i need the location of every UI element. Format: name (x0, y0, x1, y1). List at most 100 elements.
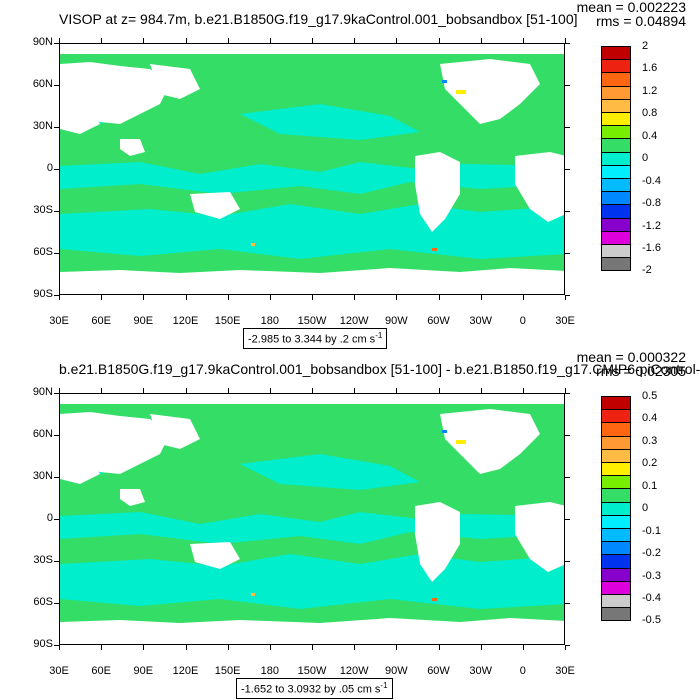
lon-tick-bottom (269, 295, 271, 300)
lon-tick-bottom (354, 295, 356, 300)
lat-tick-right (565, 127, 570, 128)
north-pacific-band (240, 104, 420, 140)
lon-tick-label: 90E (133, 665, 154, 677)
lon-tick-top (269, 388, 271, 393)
lat-tick-left (54, 85, 59, 86)
lon-tick-bottom (396, 295, 398, 300)
colorbar-cell (601, 138, 631, 153)
lat-tick-left (54, 603, 59, 604)
contour-info-box: -1.652 to 3.0932 by .05 cm s-1 (236, 678, 393, 699)
colorbar-label: 0 (642, 152, 649, 165)
top-panel: VISOP at z= 984.7m, b.e21.B1850G.f19_g17… (33, 0, 686, 349)
lat-tick-right (565, 295, 570, 296)
lon-tick-top (101, 388, 103, 393)
lon-tick-label: 60W (427, 315, 450, 327)
colorbar-cell (601, 217, 631, 232)
colorbar-cell (601, 244, 631, 259)
lon-tick-label: 30E (555, 315, 575, 327)
lon-tick-label: 90W (385, 665, 408, 677)
map-plot (59, 393, 565, 645)
southern-band (60, 554, 564, 609)
lon-tick-label: 60E (91, 665, 111, 677)
north-america-land (440, 409, 540, 474)
lon-tick-label: 90E (133, 315, 154, 327)
lon-tick-label: 180 (260, 665, 279, 677)
panel-title: VISOP at z= 984.7m, b.e21.B1850G.f19_g17… (59, 11, 578, 27)
lon-tick-label: 150W (297, 315, 327, 327)
lat-tick-right (565, 43, 570, 44)
africa-land (515, 502, 564, 572)
lat-tick-left (54, 645, 59, 646)
lon-tick-label: 0 (519, 315, 526, 327)
colorbar-label: -0.4 (642, 174, 661, 187)
colorbar-cell (601, 541, 631, 556)
lat-tick-right (565, 561, 570, 562)
colorbar-cell (601, 554, 631, 569)
mean-stat: mean = 0.002223 (576, 0, 686, 15)
lon-tick-label: 120E (172, 665, 199, 677)
lat-tick-label: 30S (33, 204, 53, 216)
lon-tick-label: 120E (172, 315, 199, 327)
lat-tick-left (54, 519, 59, 520)
lon-tick-top (522, 388, 524, 393)
lon-tick-top (396, 388, 398, 393)
lon-tick-bottom (227, 295, 229, 300)
lat-tick-left (54, 477, 59, 478)
anomaly-patch (456, 440, 466, 444)
lat-tick-left (54, 295, 59, 296)
lat-tick-label: 30S (33, 554, 53, 566)
colorbar-cell (601, 435, 631, 450)
lon-tick-label: 30W (469, 665, 492, 677)
lon-tick-label: 0 (519, 665, 526, 677)
lon-tick-bottom (565, 295, 566, 300)
lon-tick-label: 30E (49, 665, 69, 677)
lat-tick-left (54, 253, 59, 254)
colorbar-label: -1.6 (642, 241, 661, 254)
colorbar-cell (601, 594, 631, 609)
colorbar-cell (601, 528, 631, 543)
colorbar-label: 0.4 (642, 129, 658, 142)
lon-tick-label: 120W (339, 665, 369, 677)
lon-tick-top (438, 388, 440, 393)
colorbar-label: 1.2 (642, 84, 658, 97)
map-plot (59, 43, 565, 295)
colorbar-label: 0.2 (642, 457, 658, 470)
anomaly-patch (251, 243, 255, 246)
lon-tick-top (227, 38, 229, 43)
colorbar-cell (601, 580, 631, 595)
colorbar-cell (601, 501, 631, 516)
anomaly-patch (432, 248, 437, 251)
rms-stat: rms = 0.02305 (596, 363, 686, 379)
lon-tick-top (185, 38, 187, 43)
lat-tick-label: 0 (46, 162, 53, 174)
colorbar-cell (601, 488, 631, 503)
lat-tick-label: 0 (46, 512, 53, 524)
colorbar-label: 0.5 (642, 390, 658, 402)
colorbar-cell (601, 607, 631, 622)
colorbar-label: 1.6 (642, 62, 658, 75)
colorbar-cell (601, 59, 631, 74)
lon-tick-bottom (438, 645, 440, 650)
lat-tick-left (54, 435, 59, 436)
colorbar-cell (601, 567, 631, 582)
colorbar-cell (601, 475, 631, 490)
colorbar-label: 0.4 (642, 412, 658, 425)
colorbar-cell (601, 151, 631, 166)
lon-tick-top (59, 38, 60, 43)
lon-tick-top (480, 38, 482, 43)
colorbar-cell (601, 230, 631, 245)
india-land (120, 489, 145, 506)
anomaly-patch (442, 80, 447, 83)
contour-info-box: -2.985 to 3.344 by .2 cm s-1 (243, 328, 388, 349)
lat-tick-label: 90N (32, 386, 53, 398)
lon-tick-top (101, 38, 103, 43)
lon-tick-top (354, 38, 356, 43)
lon-tick-bottom (143, 295, 145, 300)
lon-tick-label: 150E (214, 665, 241, 677)
lat-tick-left (54, 561, 59, 562)
lon-tick-label: 60W (427, 665, 450, 677)
colorbar-cell (601, 462, 631, 477)
lon-tick-top (269, 38, 271, 43)
lat-tick-right (565, 435, 570, 436)
colorbar-cell (601, 164, 631, 179)
